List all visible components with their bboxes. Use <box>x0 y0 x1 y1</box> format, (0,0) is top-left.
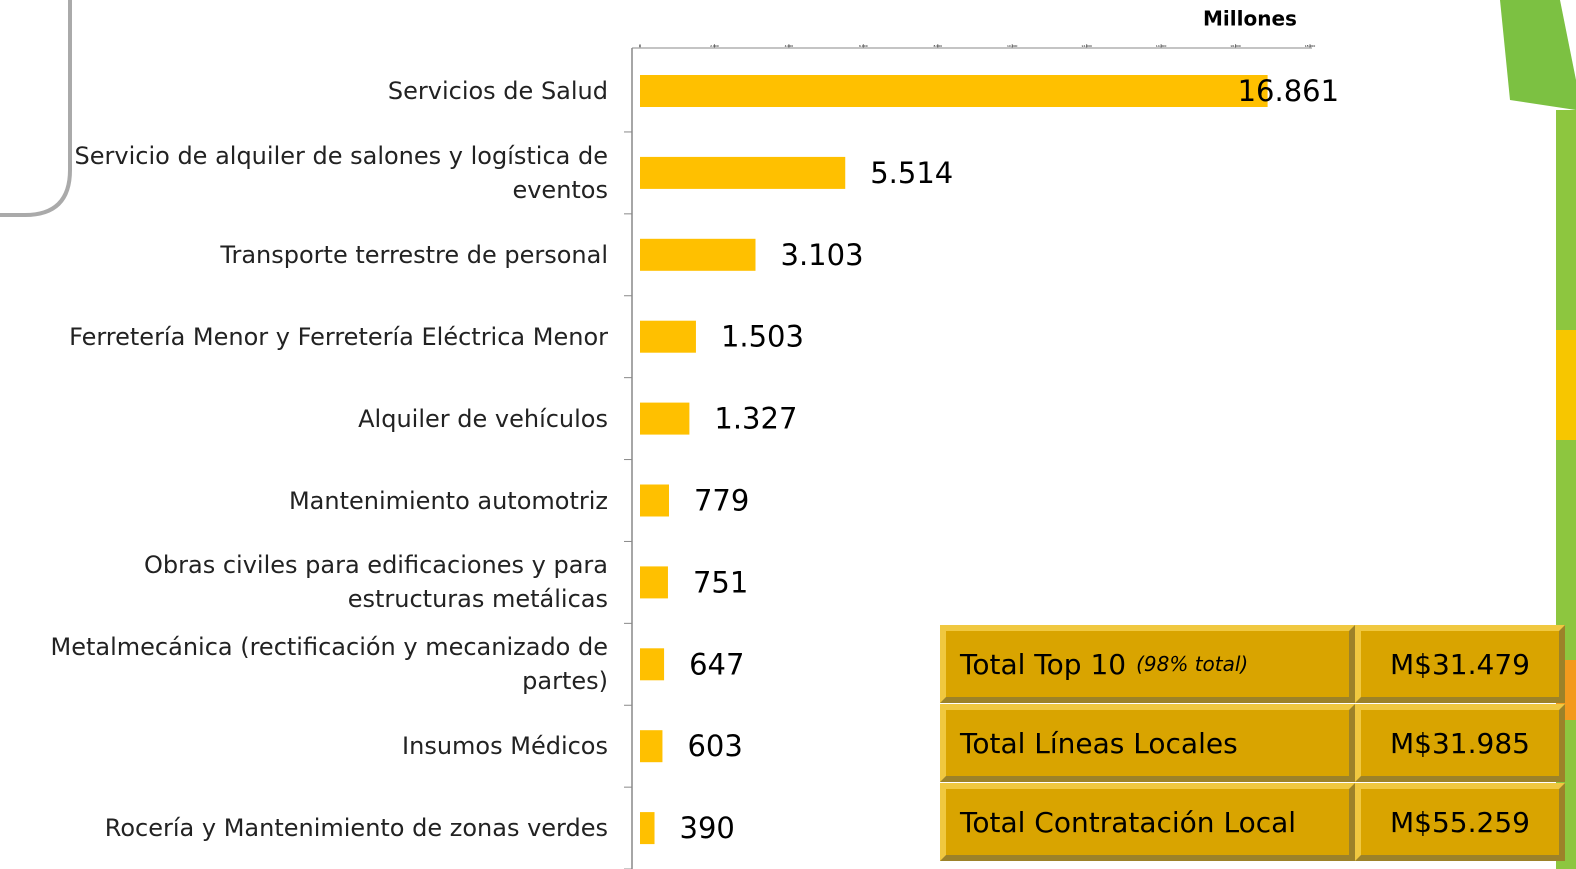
category-label: Rocería y Mantenimiento de zonas verdes <box>8 811 608 845</box>
bar <box>640 485 669 517</box>
table-label-cell: Total Líneas Locales <box>940 704 1355 782</box>
table-value: M$55.259 <box>1390 806 1530 839</box>
x-tick-label: 0 <box>639 44 641 48</box>
value-label: 5.514 <box>870 156 953 190</box>
bar <box>640 566 668 598</box>
bar <box>640 239 756 271</box>
table-label: Total Top 10 <box>960 648 1126 681</box>
x-tick-label: 8.000 <box>933 44 942 48</box>
table-label: Total Líneas Locales <box>960 727 1238 760</box>
table-value-cell: M$55.259 <box>1355 783 1565 861</box>
x-tick-label: 18.000 <box>1305 44 1316 48</box>
table-value: M$31.479 <box>1390 648 1530 681</box>
x-tick-label: 16.000 <box>1230 44 1241 48</box>
table-value: M$31.985 <box>1390 727 1530 760</box>
value-label: 3.103 <box>781 238 864 272</box>
table-value-cell: M$31.479 <box>1355 625 1565 703</box>
category-label: Obras civiles para edificaciones y para … <box>8 548 608 616</box>
value-label: 779 <box>694 484 749 518</box>
table-row: Total Contratación Local M$55.259 <box>940 783 1568 861</box>
decor-logo <box>1500 0 1576 110</box>
category-label: Servicio de alquiler de salones y logíst… <box>8 139 608 207</box>
x-tick-label: 6.000 <box>859 44 868 48</box>
table-label-cell: Total Contratación Local <box>940 783 1355 861</box>
category-label: Ferretería Menor y Ferretería Eléctrica … <box>8 320 608 354</box>
bar <box>640 730 662 762</box>
table-note: (98% total) <box>1136 652 1248 676</box>
x-tick-label: 10.000 <box>1007 44 1018 48</box>
value-label: 603 <box>687 729 742 763</box>
table-label-cell: Total Top 10 (98% total) <box>940 625 1355 703</box>
x-tick-label: 4.000 <box>785 44 794 48</box>
bar <box>640 648 664 680</box>
bar <box>640 403 689 435</box>
table-label: Total Contratación Local <box>960 806 1296 839</box>
value-label: 390 <box>680 811 735 845</box>
bar <box>640 157 845 189</box>
table-row: Total Líneas Locales M$31.985 <box>940 704 1568 782</box>
x-tick-label: 2.000 <box>710 44 719 48</box>
value-label: 16.861 <box>1238 74 1339 108</box>
category-label: Alquiler de vehículos <box>8 402 608 436</box>
value-label: 647 <box>689 647 744 681</box>
slide: Millones 0 2.000 4.000 6.000 8.000 10.000 12.0… <box>0 0 1576 869</box>
x-tick-label: 14.000 <box>1156 44 1167 48</box>
category-label: Insumos Médicos <box>8 729 608 763</box>
table-value-cell: M$31.985 <box>1355 704 1565 782</box>
table-row: Total Top 10 (98% total) M$31.479 <box>940 625 1568 703</box>
value-label: 751 <box>693 565 748 599</box>
x-axis-label: Millones <box>1203 7 1297 31</box>
bar <box>640 75 1268 107</box>
totals-table: Total Top 10 (98% total) M$31.479 Total Lín… <box>940 625 1568 862</box>
category-label: Servicios de Salud <box>8 74 608 108</box>
category-label: Metalmecánica (rectificación y mecanizad… <box>8 630 608 698</box>
bar <box>640 812 655 844</box>
x-tick-label: 12.000 <box>1081 44 1092 48</box>
decor-band <box>1556 330 1576 440</box>
value-label: 1.327 <box>714 402 797 436</box>
bar <box>640 321 696 353</box>
category-label: Mantenimiento automotriz <box>8 484 608 518</box>
value-label: 1.503 <box>721 320 804 354</box>
category-label: Transporte terrestre de personal <box>8 238 608 272</box>
